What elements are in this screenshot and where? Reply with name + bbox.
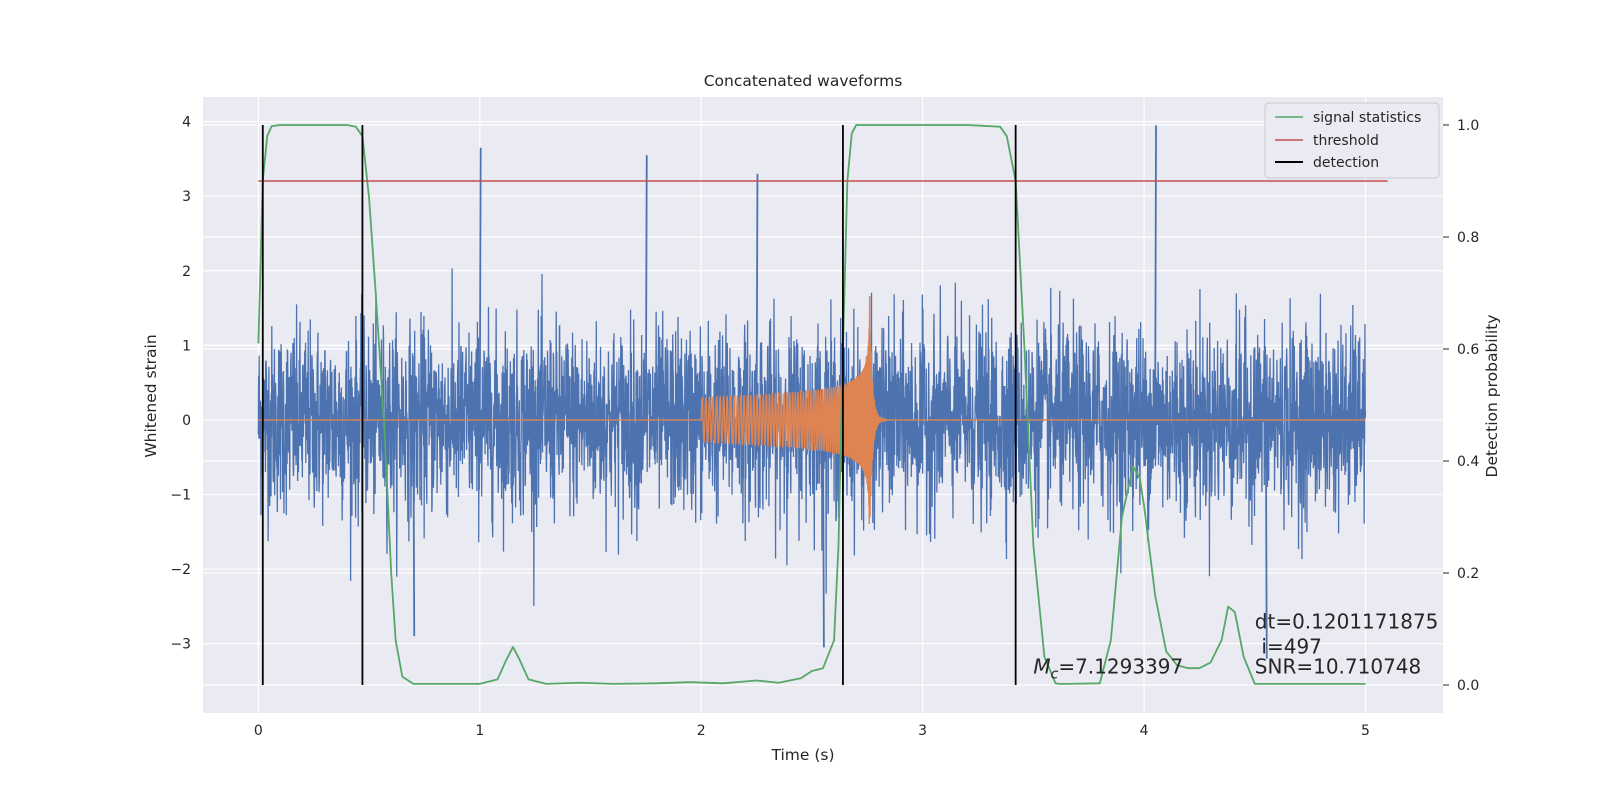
dt-annotation: dt=0.1201171875 — [1255, 610, 1439, 634]
strain-peak — [1154, 125, 1157, 420]
legend: signal statistics threshold detection — [1264, 102, 1440, 179]
y-axis-label: Whitened strain — [142, 334, 160, 457]
strain-peak — [644, 155, 648, 420]
mc-annotation: Mc=7.1293397 — [1033, 654, 1183, 682]
x-tick-label: 1 — [475, 723, 484, 739]
strain-peak — [412, 419, 416, 637]
series-layer — [257, 124, 1388, 685]
legend-label-detection: detection — [1313, 155, 1379, 171]
legend-label-signal-statistics: signal statistics — [1313, 110, 1421, 126]
strain-peak — [478, 147, 482, 420]
x-tick-label: 3 — [918, 723, 927, 739]
y-axis-ticks: 4 3 2 1 0 −1 −2 −3 — [170, 115, 191, 653]
y-tick-label: −3 — [170, 637, 191, 653]
x-tick-label: 4 — [1140, 723, 1149, 739]
y2-tick-label: 0.6 — [1457, 342, 1479, 358]
mc-subscript: c — [1051, 666, 1059, 682]
y-tick-label: 1 — [182, 338, 191, 354]
strain-peak — [822, 419, 825, 648]
y-tick-label: 2 — [182, 264, 191, 280]
x-axis-ticks: 0 1 2 3 4 5 — [254, 723, 1370, 739]
x-tick-label: 5 — [1361, 723, 1370, 739]
snr-annotation: SNR=10.710748 — [1255, 654, 1421, 678]
legend-label-threshold: threshold — [1313, 133, 1379, 149]
chirp-waveform-line — [258, 296, 1366, 525]
strain-peak — [1264, 419, 1268, 659]
legend-frame — [1264, 102, 1440, 179]
y-tick-label: 0 — [182, 413, 191, 429]
mc-symbol: M — [1033, 654, 1050, 678]
y-tick-label: −1 — [170, 487, 191, 503]
mc-value: =7.1293397 — [1058, 654, 1183, 678]
signal-statistics-line — [257, 124, 1366, 685]
y2-tick-label: 1.0 — [1457, 118, 1479, 134]
x-axis-label: Time (s) — [770, 746, 834, 764]
x-tick-label: 0 — [254, 723, 263, 739]
i-annotation: i=497 — [1261, 634, 1322, 658]
y2-tick-label: 0.4 — [1457, 454, 1479, 470]
y2-tick-label: 0.8 — [1457, 230, 1479, 246]
y2-axis-ticks: 1.0 0.8 0.6 0.4 0.2 0.0 — [1443, 118, 1479, 694]
y-tick-label: −2 — [170, 562, 191, 578]
chart-title: Concatenated waveforms — [704, 72, 903, 90]
strain-peak — [755, 173, 759, 420]
y2-tick-label: 0.2 — [1457, 566, 1479, 582]
y-tick-label: 3 — [182, 189, 191, 205]
x-tick-label: 2 — [697, 723, 706, 739]
y-tick-label: 4 — [182, 115, 191, 131]
y2-axis-label: Detection probability — [1483, 315, 1501, 478]
y2-tick-label: 0.0 — [1457, 678, 1479, 694]
annotations: Mc=7.1293397 dt=0.1201171875 i=497 SNR=1… — [1033, 610, 1438, 683]
